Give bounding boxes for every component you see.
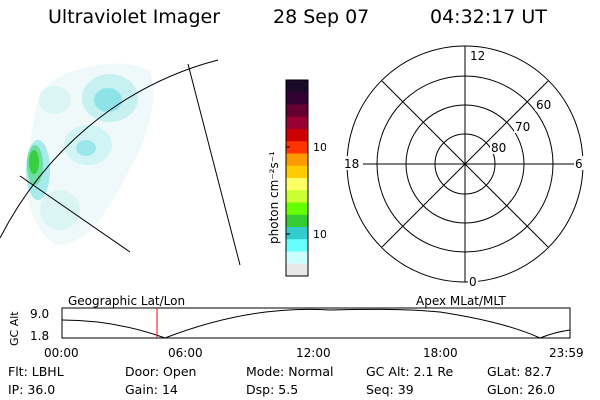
lat-label-60: 60 bbox=[536, 98, 551, 112]
colorbar-border bbox=[285, 79, 309, 277]
info-gain-value: 14 bbox=[161, 382, 178, 397]
info-glon: GLon: 26.0 bbox=[487, 382, 556, 397]
latitude-circle-line bbox=[0, 59, 219, 239]
instrument-title: Ultraviolet Imager bbox=[48, 6, 221, 28]
colorbar-stripe bbox=[286, 153, 308, 167]
timeline-y-tick-high: 9.0 bbox=[30, 307, 49, 321]
timeline-frame bbox=[61, 307, 571, 339]
info-filter-value: LBHL bbox=[31, 364, 64, 379]
polar-mlt-plot: 12 18 6 0 60 70 80 bbox=[343, 45, 584, 289]
info-gc-alt-value: 2.1 Re bbox=[413, 364, 454, 379]
colorbar-stripe bbox=[286, 165, 308, 179]
info-mode-value: Normal bbox=[288, 364, 334, 379]
longitude-line-right bbox=[187, 63, 241, 266]
mlt-label-18: 18 bbox=[344, 157, 359, 171]
altitude-timeline: GC Alt 9.0 1.8 bbox=[8, 307, 571, 346]
lat-label-80: 80 bbox=[491, 141, 506, 155]
colorbar-gradient bbox=[286, 80, 308, 277]
x-tick-1200: 12:00 bbox=[296, 346, 331, 360]
aurora-image bbox=[26, 63, 154, 245]
info-seq-value: 39 bbox=[397, 382, 414, 397]
colorbar-stripe bbox=[286, 141, 308, 154]
longitude-line bbox=[19, 175, 131, 253]
colorbar-tick-10: 10 bbox=[313, 228, 326, 241]
info-glat: GLat: 82.7 bbox=[487, 364, 553, 379]
info-gain: Gain: 14 bbox=[125, 382, 178, 397]
info-seq: Seq: 39 bbox=[366, 382, 414, 397]
x-tick-0600: 06:00 bbox=[168, 346, 203, 360]
info-door-value: Open bbox=[163, 364, 197, 379]
info-dsp: Dsp: 5.5 bbox=[246, 382, 299, 397]
info-ip: IP: 36.0 bbox=[8, 382, 56, 397]
mlt-label-6: 6 bbox=[575, 157, 583, 171]
altitude-curve bbox=[61, 308, 571, 339]
colorbar-stripe bbox=[286, 202, 308, 216]
mlt-label-0: 0 bbox=[469, 275, 477, 289]
x-tick-0000: 00:00 bbox=[44, 346, 79, 360]
info-mode: Mode: Normal bbox=[246, 364, 334, 379]
info-ip-value: 36.0 bbox=[27, 382, 56, 397]
info-gc-alt: GC Alt: 2.1 Re bbox=[366, 364, 454, 379]
info-filter: Flt: LBHL bbox=[8, 364, 64, 379]
x-tick-1800: 18:00 bbox=[423, 346, 458, 360]
info-door: Door: Open bbox=[125, 364, 197, 379]
colorbar-stripe bbox=[286, 251, 308, 265]
info-glat-value: 82.7 bbox=[524, 364, 553, 379]
mlt-label-12: 12 bbox=[470, 49, 485, 63]
time-label: 04:32:17 UT bbox=[430, 6, 547, 28]
timeline-y-tick-low: 1.8 bbox=[30, 329, 49, 343]
geographic-label: Geographic Lat/Lon bbox=[68, 294, 186, 308]
lat-label-70: 70 bbox=[515, 120, 530, 134]
x-tick-2359: 23:59 bbox=[549, 346, 584, 360]
info-dsp-value: 5.5 bbox=[278, 382, 299, 397]
info-glon-value: 26.0 bbox=[527, 382, 556, 397]
colorbar-stripe bbox=[286, 178, 308, 191]
colorbar: 100 10 photon cm⁻²s⁻¹ bbox=[267, 79, 326, 277]
colorbar-stripe bbox=[286, 214, 308, 228]
colorbar-stripe bbox=[286, 227, 308, 240]
colorbar-stripe bbox=[286, 239, 308, 252]
date-label: 28 Sep 07 bbox=[273, 6, 370, 28]
geographic-image-panel bbox=[0, 59, 241, 266]
colorbar-stripe bbox=[286, 116, 308, 130]
timeline-y-label: GC Alt bbox=[8, 311, 21, 346]
colorbar-stripe bbox=[286, 80, 308, 93]
colorbar-stripe bbox=[286, 92, 308, 105]
apex-label: Apex MLat/MLT bbox=[416, 294, 506, 308]
colorbar-stripe bbox=[286, 104, 308, 118]
colorbar-stripe bbox=[286, 190, 308, 203]
colorbar-stripe bbox=[286, 263, 308, 277]
colorbar-stripe bbox=[286, 129, 308, 142]
colorbar-units-label: photon cm⁻²s⁻¹ bbox=[267, 151, 281, 244]
colorbar-tick-100: 100 bbox=[313, 141, 326, 154]
